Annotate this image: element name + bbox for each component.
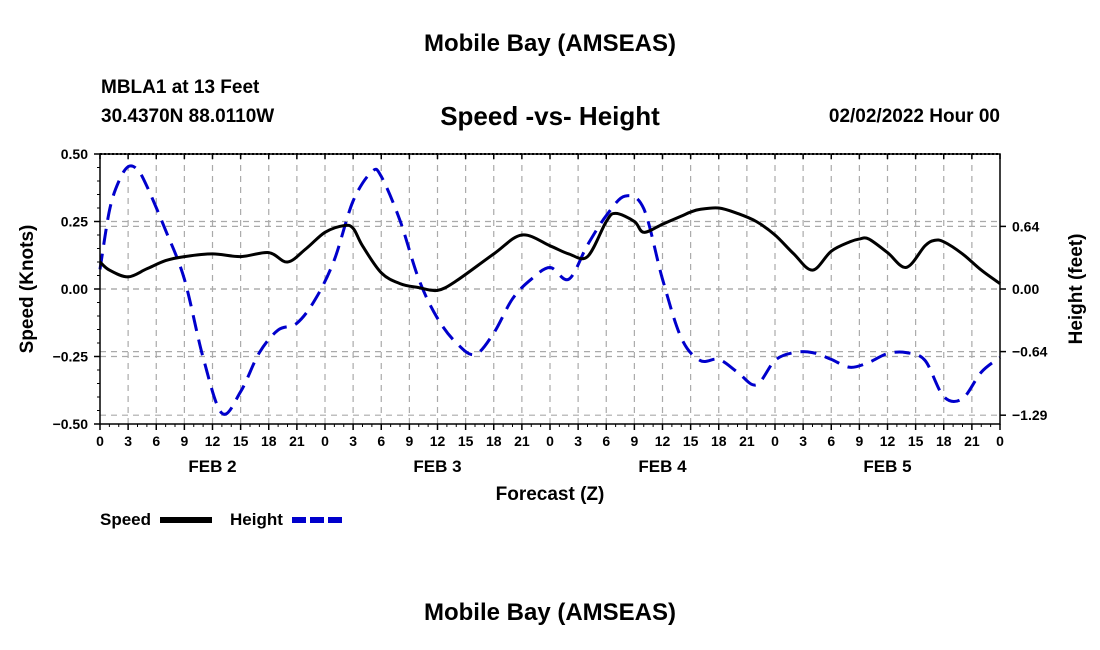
x-tick-label: 0 — [996, 433, 1004, 449]
y-axis-title-left: Speed (Knots) — [17, 225, 38, 354]
day-label: FEB 5 — [863, 457, 911, 476]
y-tick-label: 0.50 — [61, 146, 88, 162]
chart-title: Mobile Bay (AMSEAS) — [423, 30, 677, 57]
x-tick-label: 15 — [233, 433, 249, 449]
speed-series-line — [98, 206, 1001, 293]
day-label: FEB 3 — [413, 457, 461, 476]
x-tick-label: 6 — [377, 433, 385, 449]
grid-lines — [100, 153, 1000, 424]
y-tick-label: 0.25 — [61, 214, 88, 230]
y-tick-label: 0.00 — [61, 281, 88, 297]
x-tick-label: 9 — [855, 433, 863, 449]
x-tick-label: 3 — [799, 433, 807, 449]
station-coordinates: 30.4370N 88.0110W — [101, 106, 275, 127]
x-tick-label: 12 — [430, 433, 446, 449]
day-label: FEB 2 — [188, 457, 236, 476]
x-tick-label: 18 — [711, 433, 727, 449]
legend: Speed Height — [100, 510, 342, 529]
y2-tick-label: −0.64 — [1012, 344, 1048, 360]
x-tick-label: 9 — [630, 433, 638, 449]
y2-tick-label: 0.00 — [1012, 281, 1039, 297]
x-tick-label: 9 — [405, 433, 413, 449]
day-label: FEB 4 — [638, 457, 687, 476]
x-tick-label: 15 — [458, 433, 474, 449]
axes: 0 3 6 9 12 15 18 21 0 3 6 9 12 15 18 21 0 3 6 9 12 15 18 21 0 3 6 9… — [53, 146, 1048, 476]
x-tick-label: 21 — [514, 433, 530, 449]
second-chart-title: Mobile Bay (AMSEAS) — [423, 599, 677, 626]
issued-datetime: 02/02/2022 Hour 00 — [828, 106, 1000, 127]
x-tick-label: 21 — [739, 433, 755, 449]
x-tick-label: 0 — [546, 433, 554, 449]
x-tick-label: 0 — [771, 433, 779, 449]
x-tick-label: 6 — [602, 433, 610, 449]
x-tick-label: 12 — [880, 433, 896, 449]
x-tick-label: 0 — [321, 433, 329, 449]
x-tick-label: 18 — [486, 433, 502, 449]
x-axis-title: Forecast (Z) — [496, 484, 605, 505]
y2-tick-label: 0.64 — [1012, 218, 1039, 234]
x-tick-label: 12 — [205, 433, 221, 449]
y-tick-label: −0.50 — [53, 416, 89, 432]
x-tick-label: 6 — [152, 433, 160, 449]
series-layer — [98, 164, 1001, 416]
x-tick-label: 9 — [180, 433, 188, 449]
x-tick-label: 18 — [936, 433, 952, 449]
y-tick-label: −0.25 — [53, 349, 89, 365]
x-tick-label: 12 — [655, 433, 671, 449]
x-tick-label: 21 — [289, 433, 305, 449]
station-label: MBLA1 at 13 Feet — [101, 77, 260, 98]
x-tick-label: 0 — [96, 433, 104, 449]
legend-speed-label: Speed — [100, 510, 151, 529]
x-tick-label: 3 — [124, 433, 132, 449]
x-tick-label: 3 — [349, 433, 357, 449]
chart-subtitle: Speed -vs- Height — [440, 101, 660, 131]
x-tick-label: 15 — [908, 433, 924, 449]
height-series-line — [98, 164, 1001, 416]
x-tick-label: 15 — [683, 433, 699, 449]
x-tick-label: 3 — [574, 433, 582, 449]
x-tick-label: 21 — [964, 433, 980, 449]
legend-height-label: Height — [230, 510, 283, 529]
y2-tick-label: −1.29 — [1012, 407, 1048, 423]
y-axis-title-right: Height (feet) — [1066, 234, 1087, 345]
x-tick-label: 6 — [827, 433, 835, 449]
x-tick-label: 18 — [261, 433, 277, 449]
